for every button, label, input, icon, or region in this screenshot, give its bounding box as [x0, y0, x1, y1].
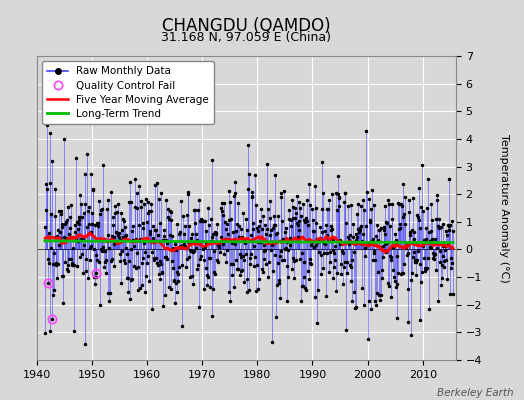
Legend: Raw Monthly Data, Quality Control Fail, Five Year Moving Average, Long-Term Tren: Raw Monthly Data, Quality Control Fail, …	[42, 61, 214, 124]
Title: CHANGDU (QAMDO): CHANGDU (QAMDO)	[162, 17, 331, 35]
Text: Berkeley Earth: Berkeley Earth	[437, 388, 514, 398]
Y-axis label: Temperature Anomaly (°C): Temperature Anomaly (°C)	[499, 134, 509, 282]
Text: 31.168 N, 97.059 E (China): 31.168 N, 97.059 E (China)	[161, 31, 331, 44]
